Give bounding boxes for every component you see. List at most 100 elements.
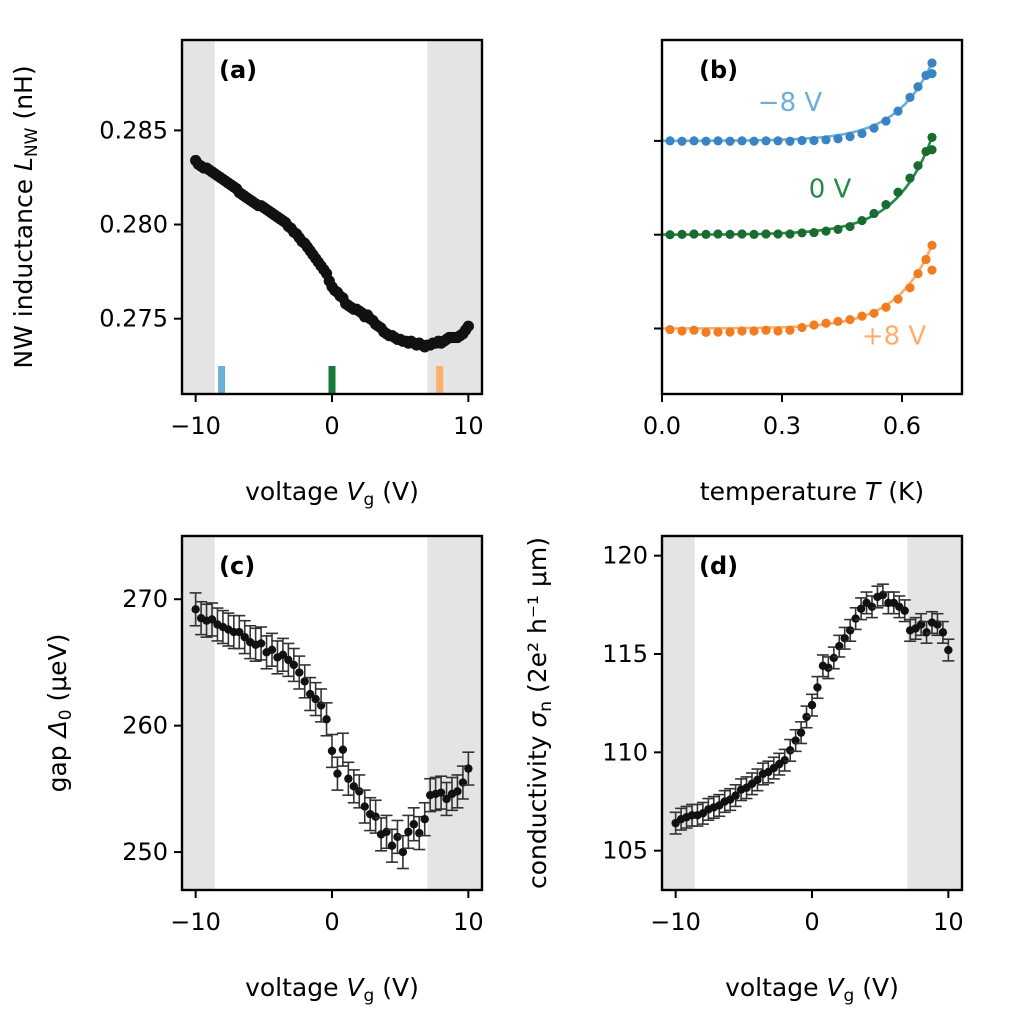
shaded-region xyxy=(662,536,695,890)
data-point xyxy=(311,694,320,704)
y-tick-label: 0.285 xyxy=(99,116,168,144)
data-point xyxy=(927,145,937,155)
data-point xyxy=(796,728,806,737)
data-point xyxy=(327,746,337,756)
panel-c: −10 0 10 250 260 270 (c) voltage Vg (V) gap Δ0 (… xyxy=(43,534,484,1006)
data-point xyxy=(355,787,364,796)
y-tick-label: 0.275 xyxy=(99,305,168,333)
voltage-marker xyxy=(218,366,226,394)
data-point xyxy=(821,135,831,145)
data-point xyxy=(785,229,795,239)
data-point xyxy=(821,226,831,236)
data-point xyxy=(665,230,675,240)
data-point xyxy=(938,628,948,637)
x-tick-label: −10 xyxy=(650,908,701,936)
data-point xyxy=(921,254,931,265)
data-point xyxy=(927,69,937,79)
data-point xyxy=(240,632,249,642)
data-point xyxy=(761,325,771,335)
data-point xyxy=(829,653,839,663)
shaded-region xyxy=(182,536,215,890)
data-point xyxy=(927,132,937,142)
data-point xyxy=(749,229,759,239)
data-point xyxy=(835,641,844,651)
y-tick-label: 250 xyxy=(122,838,168,866)
panel-label: (b) xyxy=(699,56,738,84)
data-point xyxy=(900,606,909,615)
data-point xyxy=(785,136,795,146)
x-tick-label: 0.3 xyxy=(763,412,801,440)
data-point xyxy=(725,136,735,146)
data-point xyxy=(737,326,747,336)
data-point xyxy=(856,604,866,613)
data-point xyxy=(869,208,879,219)
data-point xyxy=(665,136,675,146)
y-axis-label: conductivity σn (2e² h⁻¹ μm) xyxy=(523,537,556,889)
x-tick-label: 10 xyxy=(453,412,484,440)
data-point xyxy=(857,215,867,226)
panel-label: (d) xyxy=(699,552,738,580)
data-point xyxy=(725,229,735,239)
data-point xyxy=(809,227,819,238)
data-point xyxy=(773,229,783,239)
data-point xyxy=(905,92,915,102)
data-point xyxy=(665,324,675,335)
x-tick-label: 0 xyxy=(804,908,819,936)
y-axis-label: gap Δ0 (μeV) xyxy=(43,634,76,793)
data-point xyxy=(807,700,817,710)
data-point xyxy=(398,847,408,857)
data-point xyxy=(813,683,822,692)
data-point xyxy=(840,634,849,643)
fit-curve xyxy=(662,136,934,236)
data-point xyxy=(701,136,711,146)
data-point xyxy=(905,173,915,183)
shaded-region xyxy=(182,40,215,394)
panel-label: (a) xyxy=(219,56,257,84)
data-point xyxy=(845,315,855,325)
data-point xyxy=(893,106,903,116)
data-point xyxy=(857,128,867,139)
data-point xyxy=(713,327,723,337)
data-point xyxy=(927,58,937,68)
x-axis-label: voltage Vg (V) xyxy=(245,477,419,510)
data-point xyxy=(338,745,348,754)
x-tick-label: 10 xyxy=(933,908,964,936)
data-point xyxy=(737,229,747,239)
data-point xyxy=(689,229,699,239)
data-point xyxy=(344,774,353,783)
data-point xyxy=(305,689,315,699)
data-point xyxy=(833,316,843,327)
data-point xyxy=(878,590,888,600)
x-tick-label: 0 xyxy=(324,412,339,440)
data-point xyxy=(701,327,711,338)
data-point xyxy=(749,326,759,336)
panel-a: −10 0 10 0.275 0.280 0.285 (a) voltage Vg (V) NW… xyxy=(9,38,484,510)
x-tick-label: 10 xyxy=(453,908,484,936)
data-point xyxy=(360,802,369,811)
data-point xyxy=(821,318,831,328)
data-point xyxy=(404,827,413,837)
data-point xyxy=(235,627,244,637)
data-point xyxy=(713,229,723,239)
data-point xyxy=(869,123,879,133)
data-point xyxy=(701,229,711,239)
x-tick-label: −10 xyxy=(170,908,221,936)
data-point xyxy=(191,605,200,614)
y-axis-label: NW inductance LNW (nH) xyxy=(9,65,42,368)
data-point xyxy=(933,620,942,629)
data-point xyxy=(791,736,800,745)
x-tick-label: 0.0 xyxy=(643,412,681,440)
data-point xyxy=(453,787,462,796)
voltage-marker xyxy=(328,366,336,394)
data-point xyxy=(881,200,891,210)
data-point xyxy=(867,602,877,611)
y-tick-label: 120 xyxy=(602,542,648,570)
data-point xyxy=(387,841,397,850)
y-tick-label: 110 xyxy=(602,738,648,766)
data-point xyxy=(731,791,740,800)
data-point xyxy=(677,326,687,336)
fit-curve xyxy=(662,244,934,330)
data-point xyxy=(256,639,266,648)
data-point xyxy=(916,620,926,629)
